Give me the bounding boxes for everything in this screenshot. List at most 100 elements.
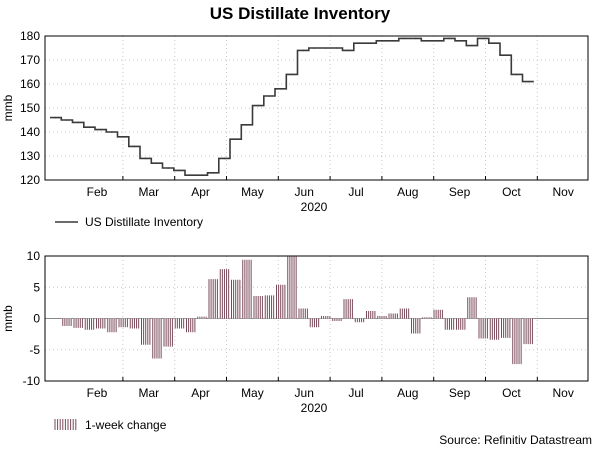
- data-point: [189, 174, 192, 176]
- change-bar: [320, 316, 331, 319]
- x-tick-label: Feb: [87, 386, 108, 400]
- change-bar: [208, 279, 219, 319]
- x-tick-label: Oct: [502, 185, 521, 199]
- data-point: [313, 47, 316, 49]
- data-point: [88, 126, 91, 128]
- x-tick-label: Apr: [191, 185, 210, 199]
- change-bar: [174, 318, 185, 329]
- y-tick-label: -10: [23, 374, 41, 388]
- change-bar: [343, 299, 354, 319]
- change-bar: [433, 309, 444, 319]
- change-bar: [309, 318, 320, 328]
- bottom-y-axis-label: mmb: [1, 305, 15, 332]
- y-tick-label: 140: [20, 125, 40, 139]
- change-bar: [275, 284, 286, 319]
- top-legend: US Distillate Inventory: [55, 215, 203, 229]
- change-bar: [118, 318, 129, 328]
- data-point: [347, 49, 349, 52]
- change-bar: [140, 318, 151, 345]
- bottom-plot-frame: [44, 255, 589, 382]
- change-bar: [455, 318, 466, 330]
- y-tick-label: 0: [33, 312, 40, 326]
- bottom-x-tick-labels: Feb Mar Apr May Jun Jul Aug Sep Oct Nov: [87, 386, 574, 400]
- x-tick-label: Nov: [553, 185, 574, 199]
- change-bar: [106, 318, 117, 333]
- data-point: [54, 116, 57, 119]
- data-point: [381, 40, 383, 42]
- x-tick-label: Mar: [138, 386, 159, 400]
- change-bar: [410, 318, 421, 334]
- data-point: [178, 169, 181, 172]
- x-tick-label: Apr: [191, 386, 210, 400]
- change-bar: [511, 318, 522, 365]
- change-bar: [230, 279, 241, 319]
- data-point: [437, 40, 439, 42]
- data-point: [392, 40, 394, 42]
- top-legend-label: US Distillate Inventory: [85, 215, 203, 229]
- data-point: [268, 95, 271, 97]
- data-point: [257, 104, 259, 107]
- y-tick-label: 130: [20, 149, 40, 163]
- change-bar: [523, 318, 534, 345]
- x-tick-label: Mar: [138, 185, 159, 199]
- change-bar: [286, 256, 297, 319]
- y-tick-label: 10: [27, 249, 41, 263]
- bottom-legend: 1-week change: [54, 418, 167, 432]
- chart-title: US Distillate Inventory: [209, 4, 391, 23]
- data-point: [414, 37, 417, 40]
- top-y-axis-label: mmb: [1, 94, 15, 121]
- x-tick-label: Feb: [87, 185, 108, 199]
- change-bar: [298, 308, 309, 319]
- change-bar: [388, 313, 399, 319]
- change-bar: [421, 317, 432, 319]
- bottom-legend-label: 1-week change: [85, 418, 167, 432]
- data-point: [324, 47, 327, 49]
- change-bar: [73, 318, 84, 328]
- x-tick-label: Jul: [348, 185, 363, 199]
- data-point: [426, 40, 428, 42]
- y-tick-label: 160: [20, 77, 40, 91]
- x-tick-label: Jun: [295, 185, 314, 199]
- data-point: [369, 42, 372, 44]
- data-point: [77, 121, 79, 124]
- top-plot-frame: [44, 35, 589, 181]
- x-tick-label: May: [241, 386, 264, 400]
- data-point: [459, 40, 462, 42]
- change-bar: [331, 318, 342, 321]
- change-bar: [196, 316, 207, 319]
- top-y-tick-labels: 120 130 140 150 160 170 180: [20, 29, 40, 187]
- change-bar: [399, 308, 410, 319]
- data-point: [471, 44, 473, 47]
- top-marks: [50, 37, 534, 176]
- change-bar: [185, 318, 196, 333]
- data-point: [99, 128, 102, 131]
- change-bar: [264, 295, 275, 319]
- x-tick-label: Jul: [348, 386, 363, 400]
- bottom-y-tick-labels: -10 -5 0 5 10: [23, 249, 41, 388]
- data-point: [201, 174, 203, 176]
- change-bar: [466, 297, 477, 319]
- y-tick-label: 180: [20, 29, 40, 43]
- data-point: [516, 73, 518, 76]
- bottom-marks: [61, 256, 534, 365]
- change-bar: [500, 318, 511, 338]
- inventory-line: [50, 37, 534, 176]
- data-point: [122, 136, 124, 138]
- data-point: [336, 47, 338, 49]
- data-point: [111, 131, 113, 133]
- data-point: [234, 138, 237, 140]
- data-point: [212, 172, 214, 174]
- top-gridlines: [45, 35, 588, 181]
- data-point: [504, 54, 507, 56]
- data-point: [482, 37, 484, 40]
- bottom-x-axis-label: 2020: [301, 401, 328, 415]
- x-tick-label: May: [241, 185, 264, 199]
- data-point: [133, 145, 136, 148]
- data-point: [223, 157, 226, 160]
- bottom-legend-swatch: [54, 419, 77, 430]
- change-bar: [219, 269, 230, 319]
- data-point: [493, 42, 496, 44]
- change-bar: [163, 318, 174, 347]
- x-tick-label: Aug: [397, 386, 418, 400]
